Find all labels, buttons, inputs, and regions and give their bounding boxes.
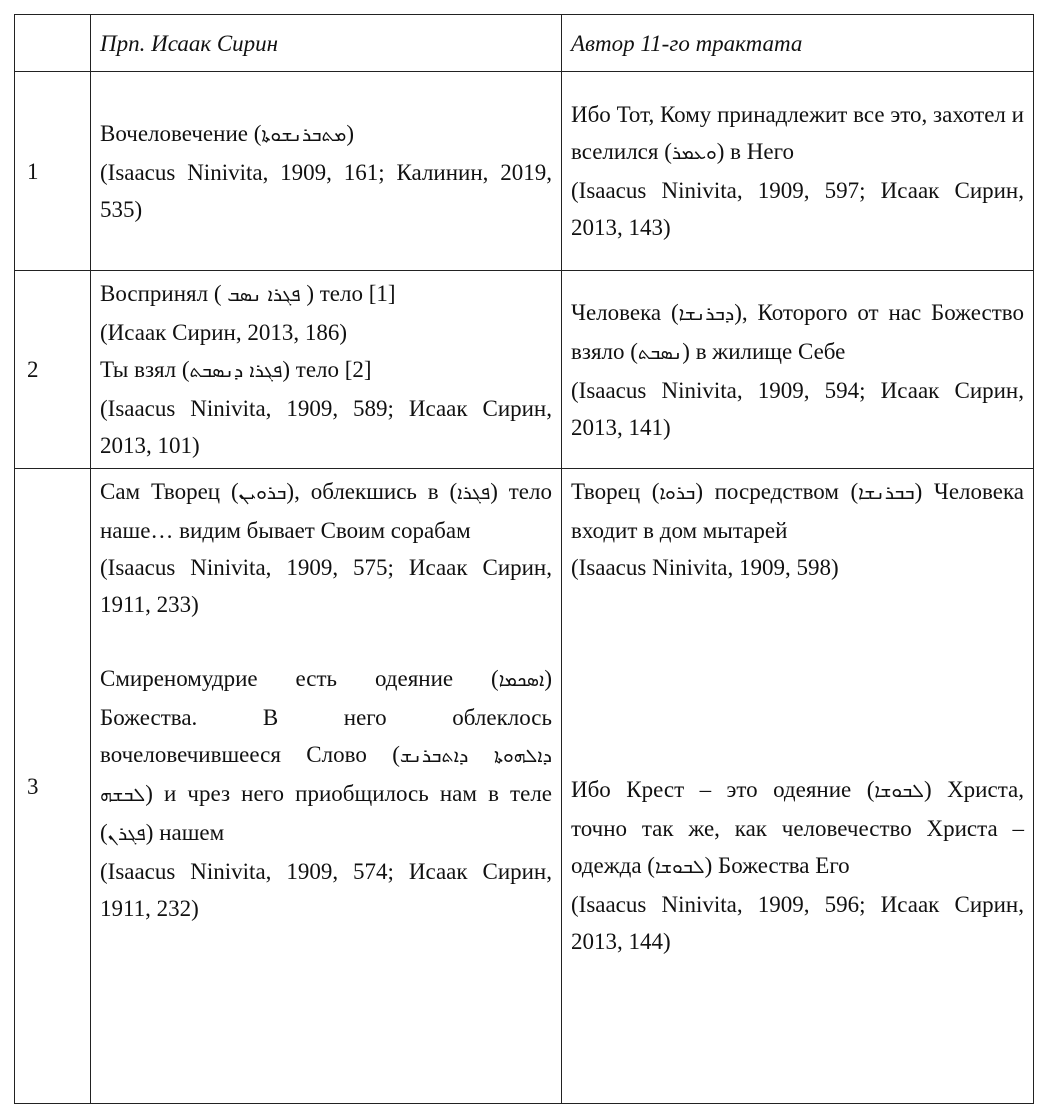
citation: (Isaacus Ninivita, 1909, 596; Исаак Сири… xyxy=(571,892,1024,954)
syriac-term: ܦܓܪܐ ܕܢܣܒܬ xyxy=(189,360,283,382)
citation: (Isaacus Ninivita, 1909, 589; Исаак Сири… xyxy=(100,396,552,458)
citation: (Isaacus Ninivita, 1909, 598) xyxy=(571,555,839,580)
quote: Смиреномудрие есть одеяние (ܐܣܟܡܐ) Божес… xyxy=(100,660,552,853)
quote-text: Вочеловечение ( xyxy=(100,120,262,146)
row-number: 1 xyxy=(14,71,91,271)
quote-text: ), Которого от нас Божество взяло ( xyxy=(571,299,1024,364)
comparison-table: Прп. Исаак Сирин Автор 11-го трактата 1 … xyxy=(14,14,1034,1104)
left-cell: Сам Творец (ܒܪܘܝܢ), облекшись в (ܦܓܪܐ) т… xyxy=(90,468,562,1104)
quote: Ибо Крест – это одеяние (ܠܒܘܫܐ) Христа, … xyxy=(571,771,1024,886)
quote-text: ) в жилище Себе xyxy=(682,338,846,364)
syriac-term: ܕܐܠܗܘܬܐ ܕܐܬܒܪܢܫ ܠܒܫܗ xyxy=(100,745,552,806)
quote: Человека (ܕܒܪܢܫܐ), Которого от нас Божес… xyxy=(571,294,1024,372)
quote-text: Человека ( xyxy=(571,299,679,325)
syriac-term: ܠܒܘܫܐ xyxy=(654,856,705,878)
table-row: 1 Вочеловечение (ܡܬܒܪܢܫܘܬܐ) (Isaacus Nin… xyxy=(14,71,1034,271)
quote-text: Ты взял ( xyxy=(100,357,190,382)
quote-text: ) Человека входит в дом мытарей xyxy=(571,479,1024,543)
quote-text: Творец ( xyxy=(571,479,660,504)
header-isaac-syrus: Прп. Исаак Сирин xyxy=(90,14,562,72)
right-cell: Человека (ܕܒܪܢܫܐ), Которого от нас Божес… xyxy=(561,270,1034,469)
syriac-term: ܒܒܪܢܫܐ xyxy=(858,482,915,504)
quote-text: ) в Него xyxy=(716,139,794,164)
citation: (Isaacus Ninivita, 1909, 575; Исаак Сири… xyxy=(100,555,552,617)
quote: Ты взял (ܦܓܪܐ ܕܢܣܒܬ) тело [2] xyxy=(100,351,552,390)
row-number: 3 xyxy=(14,468,91,1104)
left-cell: Воспринял ( ܦܓܪܐ ܢܣܒ ) тело [1] (Исаак С… xyxy=(90,270,562,469)
table-header-row: Прп. Исаак Сирин Автор 11-го трактата xyxy=(14,14,1034,72)
quote-text: ) тело [2] xyxy=(282,357,372,382)
citation: (Isaacus Ninivita, 1909, 594; Исаак Сири… xyxy=(571,377,1024,440)
quote-text: ) Христа, точно так же, как человечество… xyxy=(571,777,1024,878)
quote-text: ), облекшись в ( xyxy=(286,479,458,504)
syriac-term: ܕܒܪܢܫܐ xyxy=(678,302,735,325)
syriac-term: ܒܪܘܐ xyxy=(659,482,696,504)
quote-text: ) Божества Его xyxy=(704,853,850,878)
quote-text: ) нашем xyxy=(145,820,225,845)
row-number: 2 xyxy=(14,270,91,469)
quote-text: ) тело наше… видим бывает Своим сорабам xyxy=(100,479,552,543)
quote-text: Сам Творец ( xyxy=(100,479,239,504)
quote-text: Смиреномудрие есть одеяние ( xyxy=(100,666,499,691)
quote: Вочеловечение (ܡܬܒܪܢܫܘܬܐ) xyxy=(100,115,552,154)
header-author-11th-treatise: Автор 11-го трактата xyxy=(561,14,1034,72)
quote: Сам Творец (ܒܪܘܝܢ), облекшись в (ܦܓܪܐ) т… xyxy=(100,473,552,549)
quote-text: ) посредством ( xyxy=(695,479,859,504)
quote-text: Ибо Крест – это одеяние ( xyxy=(571,777,875,802)
right-cell: Творец (ܒܪܘܐ) посредством (ܒܒܪܢܫܐ) Челов… xyxy=(561,468,1034,1104)
syriac-term: ܦܓܪܐ ܢܣܒ xyxy=(227,284,301,306)
quote-text: ) Божества. В него облеклось вочеловечив… xyxy=(100,666,552,767)
quote-text: Воспринял ( xyxy=(100,281,228,306)
quote: Творец (ܒܪܘܐ) посредством (ܒܒܪܢܫܐ) Челов… xyxy=(571,473,1024,549)
table-row: 2 Воспринял ( ܦܓܪܐ ܢܣܒ ) тело [1] (Исаак… xyxy=(14,270,1034,469)
quote: Ибо Тот, Кому принадлежит все это, захот… xyxy=(571,96,1024,172)
syriac-term: ܠܒܘܫܐ xyxy=(874,780,924,802)
quote-text: Ибо Тот, Кому принадлежит все это, захот… xyxy=(571,102,1024,164)
table-row: 3 Сам Творец (ܒܪܘܝܢ), облекшись в (ܦܓܪܐ)… xyxy=(14,468,1034,1104)
quote-text: ) xyxy=(346,120,355,146)
syriac-term: ܘܥܡܪ xyxy=(671,142,717,164)
quote: Воспринял ( ܦܓܪܐ ܢܣܒ ) тело [1] xyxy=(100,275,552,314)
syriac-term: ܐܣܟܡܐ xyxy=(498,669,545,691)
header-num xyxy=(14,14,91,72)
citation: (Isaacus Ninivita, 1909, 161; Калинин, 2… xyxy=(100,159,552,222)
syriac-term: ܦܓܪܐ xyxy=(457,482,491,504)
right-cell: Ибо Тот, Кому принадлежит все это, захот… xyxy=(561,71,1034,271)
citation: (Исаак Сирин, 2013, 186) xyxy=(100,320,348,345)
left-cell: Вочеловечение (ܡܬܒܪܢܫܘܬܐ) (Isaacus Niniv… xyxy=(90,71,562,271)
syriac-term: ܢܣܒܬ xyxy=(637,341,683,364)
syriac-term: ܡܬܒܪܢܫܘܬܐ xyxy=(261,123,347,146)
syriac-term: ܒܪܘܝܢ xyxy=(238,482,287,504)
quote-text: ) и чрез него приобщилось нам в теле ( xyxy=(100,781,552,845)
citation: (Isaacus Ninivita, 1909, 574; Исаак Сири… xyxy=(100,859,552,921)
citation: (Isaacus Ninivita, 1909, 597; Исаак Сири… xyxy=(571,178,1024,240)
syriac-term: ܦܓܪܢ xyxy=(107,823,146,845)
quote-text: ) тело [1] xyxy=(300,281,396,306)
